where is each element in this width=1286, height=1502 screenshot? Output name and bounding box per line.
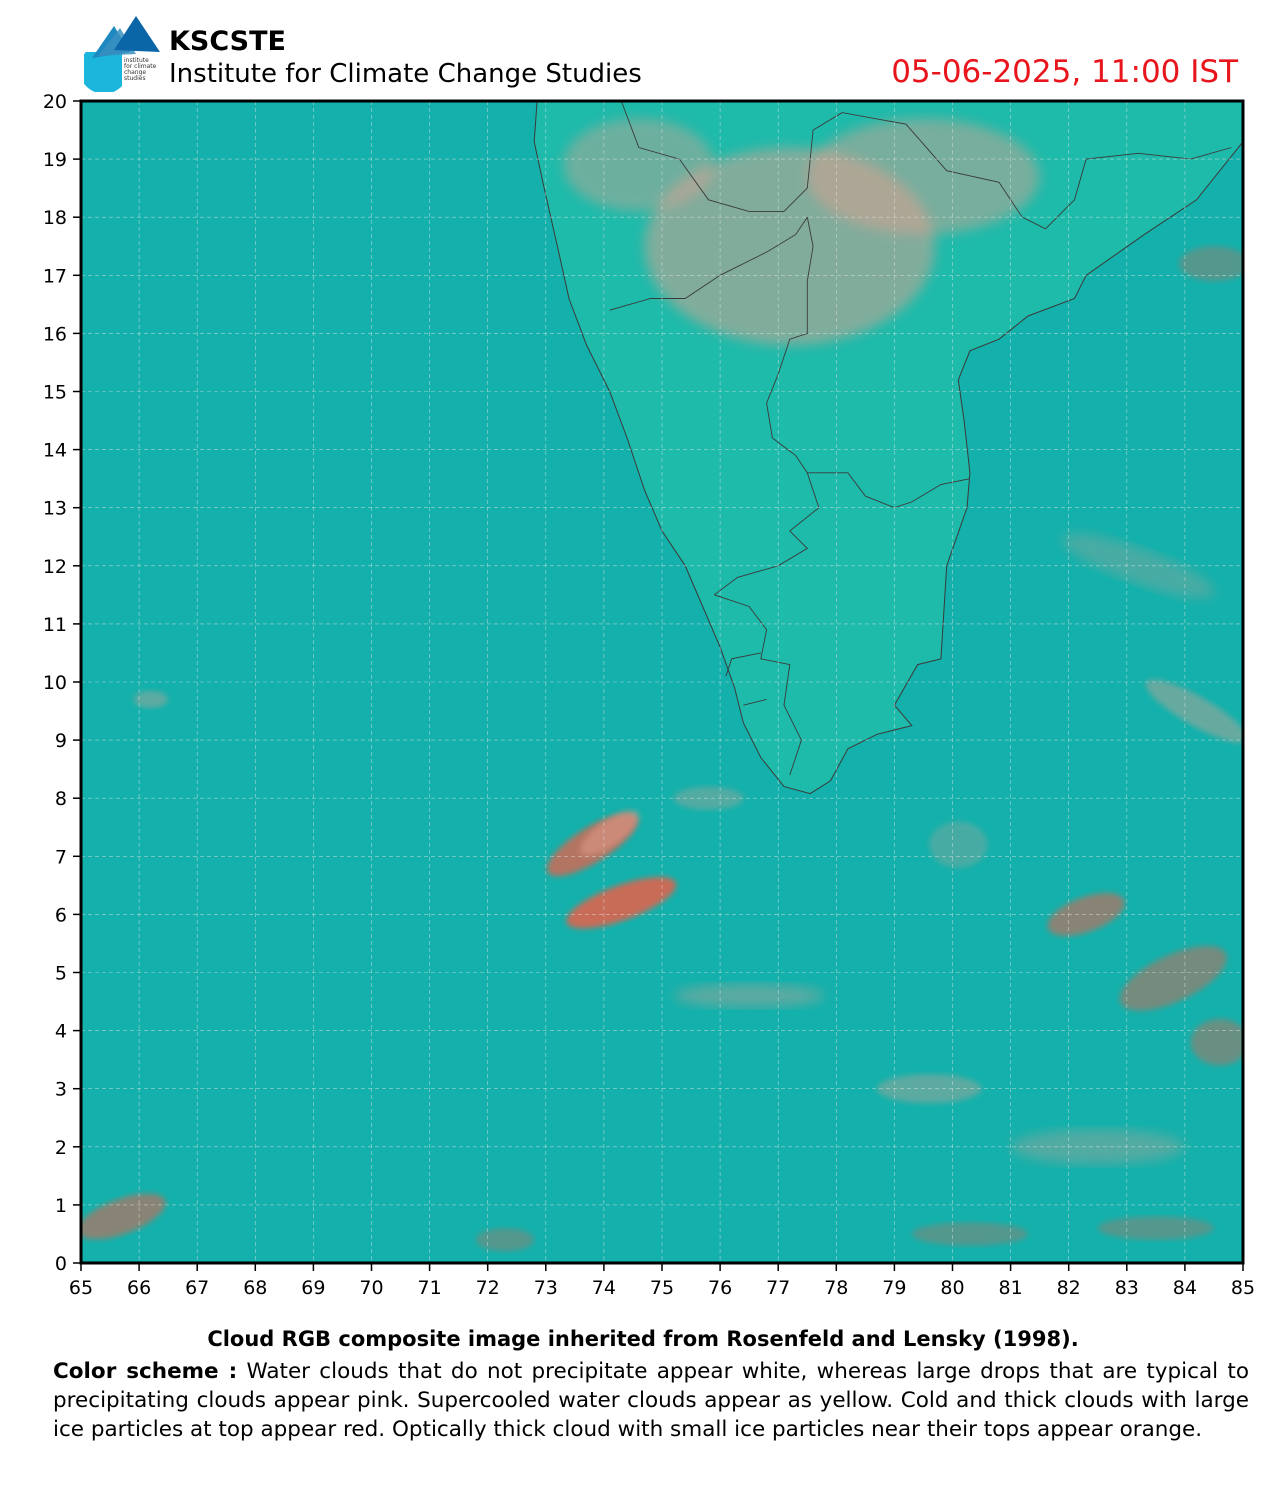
figure-caption: Cloud RGB composite image inherited from… — [207, 1327, 1079, 1351]
y-tick-label-14: 14 — [43, 440, 67, 462]
x-tick-label-74: 74 — [592, 1277, 616, 1299]
x-tick-label-78: 78 — [824, 1277, 848, 1299]
cloud-patch-2 — [563, 118, 715, 212]
y-tick-label-18: 18 — [43, 207, 67, 229]
boundary-line-2 — [766, 217, 970, 509]
y-tick-label-4: 4 — [55, 1021, 67, 1043]
y-tick-label-11: 11 — [43, 614, 67, 636]
y-tick-label-7: 7 — [55, 846, 67, 868]
y-tick-label-8: 8 — [55, 788, 67, 810]
boundary-line-0 — [620, 101, 1232, 230]
x-tick-label-84: 84 — [1173, 1277, 1197, 1299]
x-tick-label-77: 77 — [766, 1277, 790, 1299]
logo-text-line-4: studies — [124, 75, 146, 82]
timestamp: 05-06-2025, 11:00 IST — [891, 54, 1238, 90]
logo-text-line-1: institute — [124, 57, 149, 64]
org-subtitle: Institute for Climate Change Studies — [169, 59, 642, 89]
cloud-patch-6 — [1047, 892, 1125, 936]
cloud-patch-15 — [673, 786, 744, 810]
y-tick-label-1: 1 — [55, 1195, 67, 1217]
cloud-patch-4 — [566, 877, 677, 929]
org-name: KSCSTE — [169, 26, 286, 57]
cloud-patch-11 — [81, 1193, 166, 1240]
x-tick-label-76: 76 — [708, 1277, 732, 1299]
cloud-patch-1 — [807, 118, 1040, 235]
x-tick-label-75: 75 — [650, 1277, 674, 1299]
x-tick-label-73: 73 — [534, 1277, 558, 1299]
x-tick-label-83: 83 — [1115, 1277, 1139, 1299]
y-tick-label-15: 15 — [43, 382, 67, 404]
x-tick-label-72: 72 — [476, 1277, 500, 1299]
gridlines — [81, 101, 1243, 1263]
cloud-patch-9 — [1145, 679, 1243, 743]
x-tick-label-79: 79 — [882, 1277, 906, 1299]
cloud-patch-5 — [580, 810, 640, 856]
x-axis: 65 66 67 68 69 70 71 72 73 74 75 76 77 78 79 80 81 82 83 84… — [69, 1263, 1255, 1299]
cloud-patch-20 — [133, 690, 169, 709]
y-tick-label-9: 9 — [55, 730, 67, 752]
boundary-line-6 — [743, 698, 767, 706]
x-tick-label-69: 69 — [301, 1277, 325, 1299]
cloud-patch-16 — [476, 1228, 535, 1252]
logo-text-line-2: for climate — [124, 63, 157, 70]
y-tick-label-20: 20 — [43, 91, 67, 113]
y-tick-label-2: 2 — [55, 1137, 67, 1159]
x-tick-label-65: 65 — [69, 1277, 93, 1299]
state-boundaries — [609, 101, 1232, 776]
cloud-patch-19 — [1179, 246, 1243, 282]
cloud-layer — [81, 118, 1243, 1252]
satellite-map: 65 66 67 68 69 70 71 72 73 74 75 76 77 78 79 80 81 82 83 84… — [43, 91, 1255, 1299]
cloud-patch-17 — [911, 1222, 1028, 1246]
color-scheme-label: Color scheme : — [53, 1359, 238, 1384]
kscste-logo: institute for climate change studies — [84, 16, 160, 92]
y-tick-label-10: 10 — [43, 672, 67, 694]
cloud-patch-7 — [1119, 945, 1227, 1011]
x-tick-label-85: 85 — [1231, 1277, 1255, 1299]
y-tick-label-13: 13 — [43, 498, 67, 520]
x-tick-label-82: 82 — [1057, 1277, 1081, 1299]
cloud-patch-21 — [929, 821, 988, 868]
cloud-patch-12 — [673, 984, 825, 1008]
y-tick-label-19: 19 — [43, 149, 67, 171]
color-scheme-note: Color scheme : Water clouds that do not … — [53, 1357, 1249, 1444]
y-tick-label-5: 5 — [55, 963, 67, 985]
y-tick-label-16: 16 — [43, 323, 67, 345]
x-tick-label-80: 80 — [940, 1277, 964, 1299]
logo-text-line-3: change — [124, 69, 146, 76]
boundary-line-5 — [725, 652, 761, 677]
y-tick-label-12: 12 — [43, 556, 67, 578]
x-tick-label-68: 68 — [243, 1277, 267, 1299]
cloud-patch-18 — [1097, 1216, 1214, 1240]
boundary-line-4 — [714, 594, 802, 776]
cloud-patch-8 — [1190, 1019, 1243, 1066]
x-tick-label-67: 67 — [185, 1277, 209, 1299]
y-tick-label-3: 3 — [55, 1079, 67, 1101]
x-tick-label-81: 81 — [999, 1277, 1023, 1299]
x-tick-label-70: 70 — [359, 1277, 383, 1299]
x-tick-label-71: 71 — [418, 1277, 442, 1299]
coastline — [533, 101, 1243, 795]
x-tick-label-66: 66 — [127, 1277, 151, 1299]
y-tick-label-6: 6 — [55, 904, 67, 926]
y-tick-label-0: 0 — [55, 1253, 67, 1275]
color-scheme-text: Water clouds that do not precipitate app… — [53, 1359, 1249, 1442]
y-tick-label-17: 17 — [43, 265, 67, 287]
